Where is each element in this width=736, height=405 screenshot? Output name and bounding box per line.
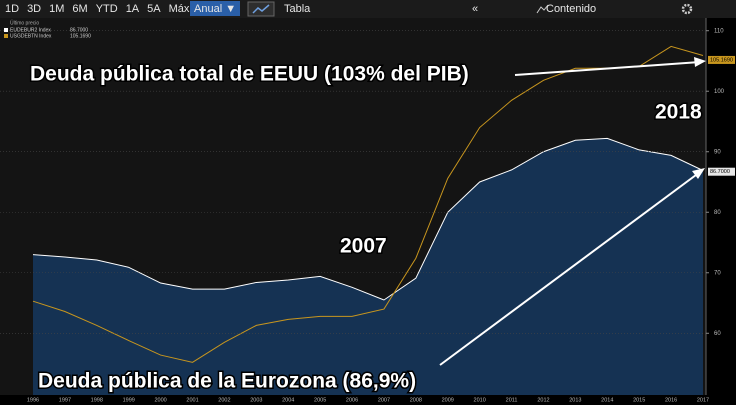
x-tick-label: 2012 xyxy=(537,397,549,403)
range-button[interactable]: 6M xyxy=(72,3,87,15)
arrow-head xyxy=(692,168,705,179)
x-tick-label: 2008 xyxy=(410,397,422,403)
line xyxy=(32,45,704,363)
chart-icon-button[interactable] xyxy=(247,1,275,17)
x-tick-label: 2010 xyxy=(474,397,486,403)
y-tick-label: 60 xyxy=(714,331,721,337)
range-button[interactable]: 1D xyxy=(5,3,19,15)
legend-label: USGDEBTN Index xyxy=(10,33,52,39)
last-price-label: 86.7000 xyxy=(710,169,730,175)
range-button[interactable]: Máx xyxy=(169,3,190,15)
content-icon xyxy=(536,4,549,14)
chart-icon xyxy=(252,4,270,14)
x-tick-label: 2015 xyxy=(633,397,645,403)
last-price-label: 105.1690 xyxy=(710,57,733,63)
y-axis-background xyxy=(706,18,736,405)
legend-value: 105.1690 xyxy=(70,33,91,39)
x-tick-label: 2011 xyxy=(506,397,518,403)
range-button[interactable]: 5A xyxy=(147,3,161,15)
x-tick-label: 2007 xyxy=(378,397,390,403)
x-tick-label: 2004 xyxy=(282,397,294,403)
x-tick-label: 2016 xyxy=(665,397,677,403)
annotation: 2007 xyxy=(340,235,387,258)
range-button[interactable]: 3D xyxy=(27,3,41,15)
x-tick-label: 2000 xyxy=(154,397,166,403)
x-tick-label: 1998 xyxy=(91,397,103,403)
x-tick-label: 2009 xyxy=(442,397,454,403)
x-tick-label: 1999 xyxy=(123,397,135,403)
x-tick-label: 2002 xyxy=(218,397,230,403)
period-button[interactable] xyxy=(190,1,240,16)
y-tick-label: 90 xyxy=(714,149,721,155)
arrow-head xyxy=(694,57,706,67)
x-tick-label: 2003 xyxy=(250,397,262,403)
last-price-tag xyxy=(708,167,735,176)
annotation: Deuda pública total de EEUU (103% del PI… xyxy=(30,63,469,86)
range-button[interactable]: 1A xyxy=(126,3,140,15)
content-button[interactable]: Contenido xyxy=(546,3,596,15)
x-tick-label: 2017 xyxy=(697,397,709,403)
y-tick-label: 80 xyxy=(714,210,721,216)
y-tick-label: 70 xyxy=(714,270,721,276)
table-button[interactable]: Tabla xyxy=(284,3,311,15)
range-button[interactable]: YTD xyxy=(96,3,118,15)
range-button[interactable]: 1M xyxy=(49,3,64,15)
y-tick-label: 100 xyxy=(714,89,725,95)
collapse-button[interactable]: « xyxy=(472,3,478,15)
annotation: Deuda pública de la Eurozona (86,9%) xyxy=(38,370,416,393)
settings-button[interactable] xyxy=(681,3,693,15)
x-tick-label: 2014 xyxy=(601,397,613,403)
x-tick-label: 2006 xyxy=(346,397,358,403)
arrow xyxy=(514,61,701,76)
x-tick-label: 1997 xyxy=(59,397,71,403)
x-tick-label: 2001 xyxy=(186,397,198,403)
legend-swatch xyxy=(4,34,8,38)
toolbar xyxy=(0,0,736,18)
arrow xyxy=(439,171,701,366)
annotation: 2018 xyxy=(655,101,702,124)
period-select[interactable]: Anual ▼ xyxy=(194,3,236,15)
last-price-tag xyxy=(708,55,735,64)
legend-title: Último precio xyxy=(10,19,39,26)
x-tick-label: 2013 xyxy=(569,397,581,403)
line xyxy=(32,137,704,301)
y-tick-label: 110 xyxy=(714,28,724,34)
x-tick-label: 1996 xyxy=(27,397,39,403)
legend-value: 86.7000 xyxy=(70,27,88,33)
area xyxy=(33,138,703,395)
x-tick-label: 2005 xyxy=(314,397,326,403)
legend-swatch xyxy=(4,28,8,32)
legend-label: EUDEBUR2 Index xyxy=(10,27,51,33)
